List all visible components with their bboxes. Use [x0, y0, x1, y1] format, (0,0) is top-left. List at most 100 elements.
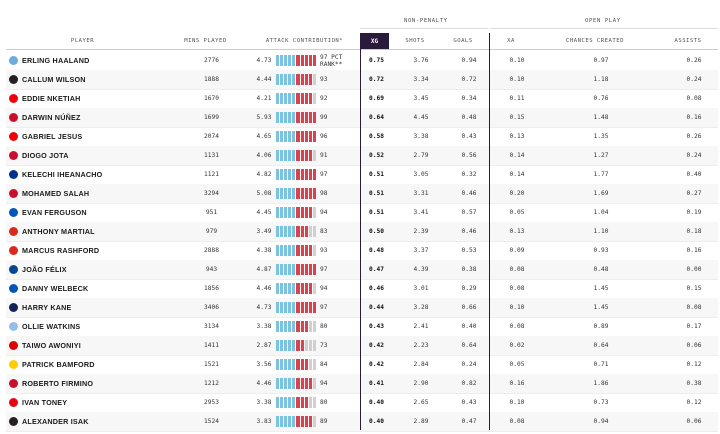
xa-value: 0.05 [509, 209, 525, 216]
player-name[interactable]: Kelechi Iheanacho [22, 170, 103, 179]
percentile-bar-segment [304, 55, 308, 66]
attack-contribution-value: 3.38 [256, 399, 272, 406]
player-name[interactable]: Harry Kane [22, 303, 72, 312]
table-row[interactable]: Gabriel Jesus 4.65 96 2074 0.58 3.38 0.43 0.13 1… [6, 127, 718, 147]
player-name[interactable]: Callum Wilson [22, 75, 86, 84]
table-row[interactable]: Marcus Rashford 4.38 93 2888 0.48 3.37 0.53 0.0… [6, 241, 718, 261]
shots-value: 3.37 [413, 247, 429, 254]
player-name[interactable]: Roberto Firmino [22, 379, 94, 388]
table-row[interactable]: Erling Haaland 4.73 97 PCT RANK** 2776 0.75 3… [6, 51, 718, 71]
percentile-bar-segment [288, 93, 292, 104]
percentile-bar-segment [280, 245, 284, 256]
percentile-bar-segment [288, 207, 292, 218]
percentile-bar-segment [304, 150, 308, 161]
goals-value: 0.24 [461, 361, 477, 368]
percentile-bar-segment [296, 169, 300, 180]
shots-value: 3.28 [413, 304, 429, 311]
percentile-bar-segment [304, 340, 308, 351]
table-row[interactable]: Ivan Toney 3.38 80 2953 0.40 2.65 0.43 0.10 0.73… [6, 393, 718, 413]
player-name[interactable]: Danny Welbeck [22, 284, 89, 293]
table-row[interactable]: Roberto Firmino 4.46 94 1212 0.41 2.90 0.82 0.1… [6, 374, 718, 394]
percentile-bar-segment [304, 416, 308, 427]
player-name[interactable]: Ollie Watkins [22, 322, 81, 331]
player-name[interactable]: Ivan Toney [22, 398, 68, 407]
xg-value: 0.72 [369, 76, 384, 83]
player-name[interactable]: João Félix [22, 265, 67, 274]
table-row[interactable]: Callum Wilson 4.44 93 1888 0.72 3.34 0.72 0.10 1… [6, 70, 718, 90]
table-row[interactable]: Anthony Martial 3.49 83 979 0.50 2.39 0.46 0.13… [6, 222, 718, 242]
col-player[interactable]: PLAYER [70, 38, 95, 44]
percentile-bar-segment [284, 321, 288, 332]
percentile-bar-segment [276, 169, 280, 180]
col-xg[interactable]: XG [360, 33, 389, 49]
percentile-bar-segment [280, 302, 284, 313]
percentile-bar-segment [292, 131, 296, 142]
player-name[interactable]: Alexander Isak [22, 417, 89, 426]
col-assists[interactable]: ASSISTS [674, 38, 702, 44]
percentile-bar-segment [276, 55, 280, 66]
attack-contribution-value: 5.08 [256, 190, 272, 197]
player-name[interactable]: Marcus Rashford [22, 246, 100, 255]
table-row[interactable]: Danny Welbeck 4.46 94 1856 0.46 3.01 0.29 0.08 1… [6, 279, 718, 299]
percentile-bar-segment [276, 150, 280, 161]
col-chances[interactable]: CHANCES CREATED [565, 38, 625, 44]
chances-value: 0.48 [593, 266, 609, 273]
goals-value: 0.48 [461, 114, 477, 121]
chances-value: 1.35 [593, 133, 609, 140]
percentile-bar-segment [300, 245, 304, 256]
player-name[interactable]: Erling Haaland [22, 56, 90, 65]
table-row[interactable]: Mohamed Salah 5.08 98 3294 0.51 3.31 0.46 0.20 1… [6, 184, 718, 204]
shots-value: 2.84 [413, 361, 429, 368]
table-row[interactable]: Alexander Isak 3.83 89 1524 0.40 2.89 0.47 0.08… [6, 412, 718, 432]
col-xa[interactable]: XA [507, 38, 515, 44]
player-name[interactable]: Anthony Martial [22, 227, 95, 236]
club-crest-icon [9, 56, 18, 65]
table-row[interactable]: Darwin Núñez 5.93 99 1699 0.64 4.45 0.48 0.15 1.… [6, 108, 718, 128]
club-crest-icon [9, 379, 18, 388]
player-name[interactable]: Gabriel Jesus [22, 132, 83, 141]
attack-contribution-value: 4.82 [256, 171, 272, 178]
percentile-bar-segment [276, 188, 280, 199]
goals-value: 0.46 [461, 190, 477, 197]
table-row[interactable]: Harry Kane 4.73 97 3406 0.44 3.28 0.66 0.10 1.45… [6, 298, 718, 318]
col-mins[interactable]: MINS PLAYED [184, 38, 227, 44]
player-name[interactable]: Diogo Jota [22, 151, 69, 160]
chances-value: 1.18 [593, 76, 609, 83]
percentile-bar-segment [276, 416, 280, 427]
percentile-bar-segment [300, 340, 304, 351]
player-name[interactable]: Mohamed Salah [22, 189, 90, 198]
chances-value: 0.73 [593, 399, 609, 406]
assists-value: 0.19 [686, 209, 702, 216]
percentile-bar-segment [304, 264, 308, 275]
col-goals[interactable]: GOALS [453, 38, 473, 44]
percentile-bar-segment [276, 378, 280, 389]
table-row[interactable]: Evan Ferguson 4.45 94 951 0.51 3.41 0.57 0.05 1.… [6, 203, 718, 223]
percentile-bar-segment [280, 112, 284, 123]
percentile-bar-segment [312, 302, 316, 313]
percentile-bar-segment [284, 340, 288, 351]
percentile-bar-segment [308, 93, 312, 104]
col-attack[interactable]: ATTACK CONTRIBUTION* [265, 38, 344, 44]
percentile-bar-segment [292, 74, 296, 85]
table-row[interactable]: Ollie Watkins 3.38 80 3134 0.43 2.41 0.40 0.08 0… [6, 317, 718, 337]
player-name[interactable]: Evan Ferguson [22, 208, 87, 217]
attack-contribution-value: 4.21 [256, 95, 272, 102]
percentile-rank: 97 [320, 304, 328, 311]
percentile-bar-segment [308, 55, 312, 66]
player-name[interactable]: Eddie Nketiah [22, 94, 81, 103]
table-row[interactable]: Kelechi Iheanacho 4.82 97 1121 0.51 3.05 0.32 0… [6, 165, 718, 185]
shots-value: 4.39 [413, 266, 429, 273]
table-row[interactable]: Taiwo Awoniyi 2.87 73 1411 0.42 2.23 0.64 0.02 0… [6, 336, 718, 356]
player-name[interactable]: Patrick Bamford [22, 360, 95, 369]
player-name[interactable]: Taiwo Awoniyi [22, 341, 81, 350]
col-shots[interactable]: SHOTS [405, 38, 425, 44]
percentile-bar-segment [308, 321, 312, 332]
player-name[interactable]: Darwin Núñez [22, 113, 81, 122]
table-row[interactable]: Eddie Nketiah 4.21 92 1670 0.69 3.45 0.34 0.11 0… [6, 89, 718, 109]
table-row[interactable]: Diogo Jota 4.06 91 1131 0.52 2.79 0.56 0.14 1.27… [6, 146, 718, 166]
xa-value: 0.14 [509, 152, 525, 159]
table-row[interactable]: João Félix 4.87 97 943 0.47 4.39 0.38 0.08 0.48 0… [6, 260, 718, 280]
percentile-bar-segment [284, 169, 288, 180]
goals-value: 0.72 [461, 76, 477, 83]
table-row[interactable]: Patrick Bamford 3.56 84 1521 0.42 2.84 0.24 0.0… [6, 355, 718, 375]
